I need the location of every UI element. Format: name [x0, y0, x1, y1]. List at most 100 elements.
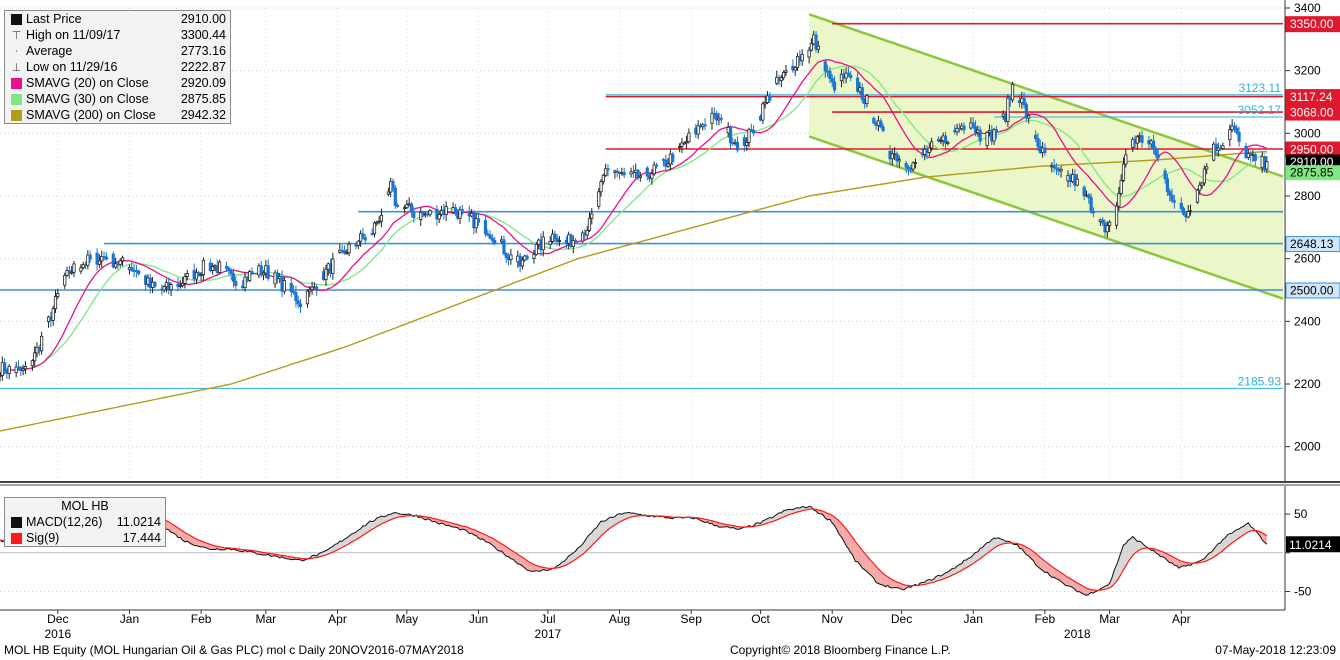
- price-bar: [682, 141, 686, 145]
- price-bar: [56, 288, 60, 299]
- price-bar: [650, 169, 654, 185]
- level-label: 3123.11: [1239, 81, 1282, 95]
- macd-fill: [1248, 522, 1251, 532]
- price-bar: [955, 123, 959, 136]
- month-label: Nov: [822, 612, 843, 626]
- price-bar: [379, 208, 384, 228]
- price-bar: [409, 201, 414, 218]
- price-bar: [296, 295, 300, 309]
- macd-fill: [561, 561, 565, 567]
- macd-fill: [1141, 542, 1145, 549]
- macd-fill: [829, 514, 833, 523]
- price-bar: [227, 266, 231, 276]
- legend-value: 2942.32: [180, 108, 226, 122]
- price-bar: [1246, 148, 1250, 161]
- price-bar: [419, 207, 423, 227]
- price-bar: [1121, 157, 1126, 183]
- macd-fill: [178, 527, 181, 538]
- price-bar: [1036, 132, 1040, 151]
- price-bar: [1232, 122, 1237, 133]
- macd-fill: [871, 561, 874, 579]
- price-bar: [779, 74, 783, 88]
- month-label: Jul: [540, 612, 555, 626]
- price-bar: [347, 241, 351, 257]
- price-bar: [275, 269, 280, 284]
- macd-fill: [973, 552, 976, 564]
- price-bar: [930, 137, 934, 152]
- macd-fill: [201, 541, 204, 547]
- year-label: 2018: [1064, 627, 1091, 641]
- price-bar: [807, 47, 811, 64]
- price-bar: [14, 361, 18, 378]
- macd-fill: [1121, 544, 1124, 574]
- price-bar: [911, 161, 915, 172]
- legend-swatch: [11, 516, 22, 528]
- macd-fill: [1061, 572, 1064, 584]
- macd-fill: [994, 538, 997, 549]
- macd-fill: [959, 563, 962, 572]
- price-bar: [201, 257, 206, 282]
- price-bar: [671, 152, 675, 166]
- price-bar: [881, 123, 885, 133]
- price-bar: [555, 234, 559, 246]
- macd-fill: [524, 558, 528, 571]
- macd-fill: [1056, 569, 1059, 580]
- footer-copyright: Copyright© 2018 Bloomberg Finance L.P.: [730, 643, 951, 657]
- macd-fill: [890, 578, 893, 588]
- price-bar: [95, 248, 99, 271]
- price-axis-label: 2400: [1294, 314, 1321, 328]
- macd-fill: [873, 563, 877, 583]
- sma30-line: [0, 65, 1268, 376]
- price-bar: [580, 230, 585, 243]
- price-bar: [310, 281, 314, 295]
- macd-fill: [346, 536, 350, 546]
- price-bar: [742, 134, 746, 152]
- price-bar: [684, 135, 689, 149]
- legend-swatch: [11, 532, 22, 544]
- macd-fill: [196, 538, 199, 547]
- macd-fill: [1031, 549, 1034, 561]
- macd-fill: [876, 566, 879, 584]
- price-bar: [23, 361, 28, 374]
- macd-fill: [610, 517, 613, 528]
- legend-value: 11.0214: [116, 515, 161, 529]
- price-bar: [391, 178, 395, 192]
- price-bar: [51, 305, 55, 326]
- macd-tag-box: [1286, 536, 1340, 553]
- macd-fill: [596, 524, 599, 541]
- price-bar: [298, 299, 303, 313]
- macd-fill: [769, 517, 773, 523]
- price-bar: [428, 209, 432, 217]
- macd-fill: [1236, 528, 1240, 540]
- price-bar: [913, 158, 918, 169]
- price-bar: [153, 281, 157, 289]
- level-tag-box: [1285, 104, 1340, 121]
- macd-fill: [499, 542, 502, 552]
- price-bar: [936, 136, 941, 143]
- price-bar: [444, 201, 448, 222]
- macd-legend-item: MACD(12,26) 11.0214: [5, 514, 165, 530]
- macd-fill: [568, 554, 571, 564]
- level-tag-label: 3068.00: [1290, 106, 1334, 120]
- price-bar: [412, 206, 416, 223]
- price-bar: [104, 252, 108, 261]
- year-label: 2017: [535, 627, 562, 641]
- price-bar: [1237, 126, 1241, 147]
- price-bar: [590, 208, 594, 225]
- price-bar: [111, 251, 115, 269]
- price-bar: [1114, 202, 1119, 230]
- price-bar: [178, 280, 182, 289]
- macd-fill: [1222, 537, 1226, 551]
- macd-fill: [1063, 574, 1066, 586]
- macd-fill: [536, 565, 539, 572]
- month-label: Apr: [1172, 612, 1191, 626]
- macd-fill: [395, 512, 398, 518]
- price-bar: [1140, 130, 1144, 148]
- price-bar: [97, 254, 102, 269]
- macd-fill: [846, 528, 849, 549]
- macd-fill: [607, 517, 611, 530]
- macd-fill: [961, 560, 964, 571]
- price-bar: [342, 245, 347, 255]
- macd-fill: [1215, 543, 1219, 556]
- price-bar: [1010, 81, 1015, 103]
